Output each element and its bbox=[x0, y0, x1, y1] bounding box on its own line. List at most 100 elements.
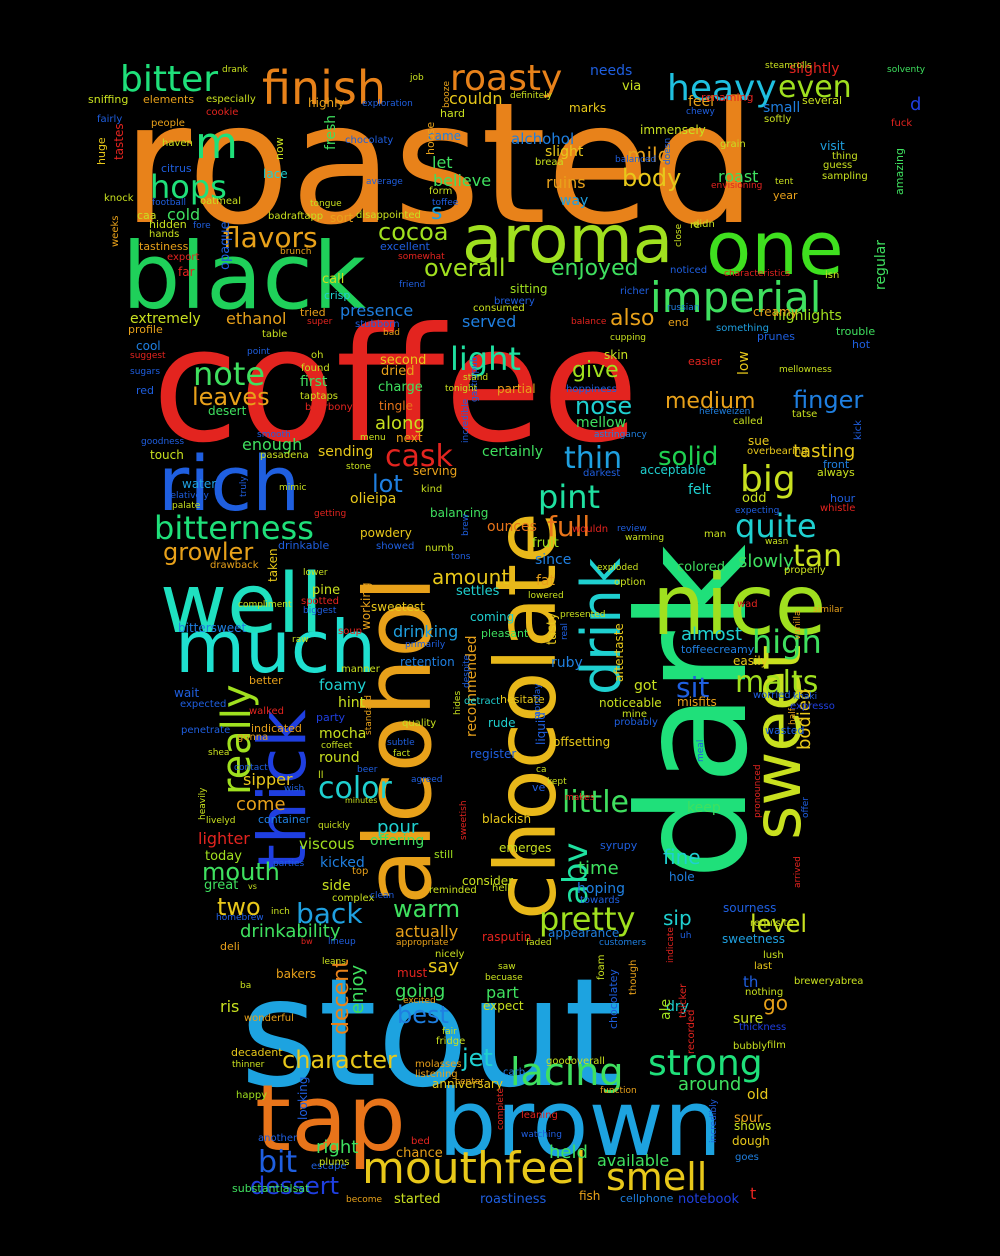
word-tongue: tongue bbox=[310, 199, 342, 209]
word-immensely: immensely bbox=[640, 123, 706, 137]
word-best: best bbox=[397, 1001, 449, 1029]
word-shea: shea bbox=[208, 748, 229, 758]
word-balanced: balanced bbox=[615, 155, 656, 165]
word-incredible: incredible bbox=[461, 398, 471, 443]
word-th: th bbox=[743, 973, 758, 991]
word-balance: balance bbox=[571, 317, 607, 327]
word-way: way bbox=[560, 193, 588, 209]
word-since: since bbox=[535, 552, 571, 568]
word-football: football bbox=[152, 198, 186, 208]
word-big: big bbox=[740, 459, 796, 500]
word-dark: dark bbox=[607, 544, 781, 880]
word-also: also bbox=[610, 306, 655, 331]
word-smooth: smooth bbox=[257, 430, 291, 440]
word-certainly: certainly bbox=[482, 444, 543, 460]
word-sipper: sipper bbox=[243, 770, 293, 789]
word-great: great bbox=[204, 878, 238, 893]
word-back: back bbox=[296, 897, 363, 930]
word-form: form bbox=[429, 186, 452, 197]
word-overall: overall bbox=[424, 254, 506, 282]
word-tent: tent bbox=[775, 177, 794, 187]
word-several: several bbox=[802, 94, 842, 107]
word-drink: drink bbox=[570, 557, 633, 695]
word-shows: shows bbox=[734, 1119, 771, 1133]
word-didn: didn bbox=[693, 219, 715, 230]
word-better: better bbox=[249, 674, 283, 687]
word-inch: inch bbox=[271, 907, 290, 917]
word-malts: malts bbox=[735, 665, 818, 700]
word-mouthfeel: mouthfeel bbox=[362, 1143, 587, 1194]
word-called: called bbox=[733, 416, 763, 427]
word-hour: hour bbox=[830, 492, 856, 505]
word-vanilla: vanilla bbox=[793, 610, 803, 640]
word-came: came bbox=[428, 129, 461, 143]
word-visit: visit bbox=[820, 139, 845, 153]
word-steamrolls: steamrolls bbox=[765, 61, 812, 71]
word-another: another bbox=[258, 1133, 298, 1144]
word-finger: finger bbox=[793, 386, 863, 414]
word-sweetness: sweetness bbox=[722, 932, 785, 946]
word-enough: enough bbox=[242, 435, 302, 454]
word-beer: beer bbox=[357, 765, 378, 775]
word-almost: almost bbox=[681, 624, 742, 645]
word-quite: quite bbox=[735, 507, 817, 545]
word-top: top bbox=[352, 866, 368, 877]
word-couldn: couldn bbox=[449, 89, 502, 108]
word-softly: softly bbox=[764, 114, 791, 125]
word-ca: ca bbox=[536, 765, 546, 775]
word-syrupy: syrupy bbox=[600, 839, 638, 852]
word-quality: quality bbox=[402, 718, 436, 729]
word-makes: makes bbox=[565, 793, 595, 803]
word-trouble: trouble bbox=[836, 325, 875, 338]
word-suggest: suggest bbox=[130, 351, 166, 361]
word-powdery: powdery bbox=[360, 526, 412, 540]
word-container: container bbox=[258, 813, 311, 826]
word-mild: mild bbox=[627, 143, 670, 167]
word-fair: fair bbox=[442, 1027, 457, 1037]
word-wonderful: wonderful bbox=[244, 1013, 294, 1024]
word-hell: hell bbox=[492, 883, 510, 894]
word-goodness: goodness bbox=[141, 437, 184, 447]
word-hole: hole bbox=[669, 870, 695, 884]
word-agreed: agreed bbox=[411, 775, 443, 785]
word-bakers: bakers bbox=[276, 967, 316, 981]
word-medium: medium bbox=[665, 389, 755, 414]
word-wad: wad bbox=[737, 599, 758, 610]
word-stone: stone bbox=[346, 462, 371, 472]
word-year: year bbox=[773, 189, 798, 202]
word-getting: getting bbox=[314, 509, 346, 519]
word-fridge: fridge bbox=[436, 1036, 465, 1047]
word-kind: kind bbox=[421, 484, 442, 495]
word-going: going bbox=[395, 981, 445, 1002]
word-grain: grain bbox=[720, 139, 746, 150]
word-cookie: cookie bbox=[206, 107, 238, 118]
word-escape: escape bbox=[311, 1161, 347, 1172]
word-d: d bbox=[910, 94, 921, 115]
word-foamy: foamy bbox=[319, 676, 366, 694]
word-creamy: creamy bbox=[753, 305, 798, 319]
word-hands: hands bbox=[149, 229, 179, 240]
word-sure: sure bbox=[733, 1011, 763, 1027]
word-envisioning: envisioning bbox=[711, 181, 762, 191]
word-happy: happy bbox=[236, 1090, 267, 1101]
word-smell: smell bbox=[606, 1155, 707, 1199]
word-side: side bbox=[322, 878, 351, 894]
word-body: body bbox=[622, 164, 681, 192]
word-rich: rich bbox=[158, 439, 300, 528]
word-chocolate: chocolate bbox=[477, 512, 575, 920]
word-faded: faded bbox=[526, 938, 552, 948]
word-ba: ba bbox=[240, 981, 251, 991]
word-heavy: heavy bbox=[667, 68, 777, 109]
word-cask: cask bbox=[385, 439, 454, 474]
word-much: much bbox=[175, 605, 376, 689]
word-film: film bbox=[767, 1040, 786, 1051]
word-found: found bbox=[301, 363, 330, 374]
word-must: must bbox=[397, 966, 428, 980]
word-nose: nose bbox=[575, 392, 632, 420]
word-s: s bbox=[431, 200, 442, 225]
word-average: average bbox=[366, 177, 403, 187]
word-carb: carb bbox=[503, 1067, 525, 1078]
word-nicely: nicely bbox=[435, 949, 465, 960]
word-now: now bbox=[273, 137, 286, 160]
word-sour: sour bbox=[734, 1111, 763, 1126]
